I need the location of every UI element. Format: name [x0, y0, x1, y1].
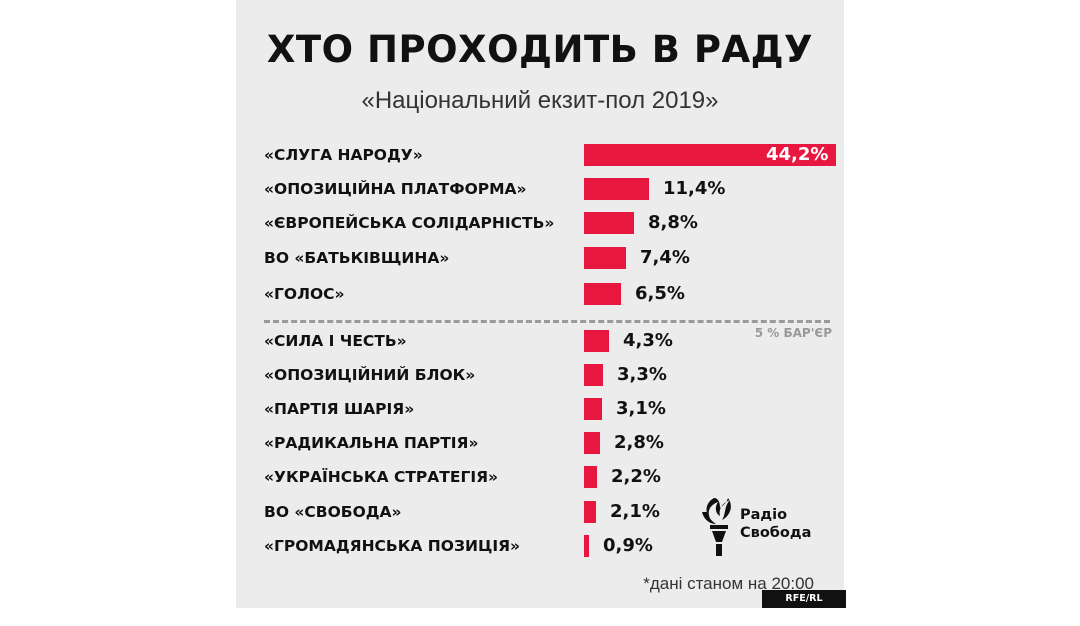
- value-label: 2,2%: [611, 466, 661, 487]
- value-label: 2,1%: [610, 501, 660, 522]
- value-label: 4,3%: [623, 330, 673, 351]
- chart-subtitle: «Національний екзит-пол 2019»: [361, 87, 719, 114]
- category-label: «УКРАЇНСЬКА СТРАТЕГІЯ»: [264, 468, 499, 486]
- infographic-panel: ХТО ПРОХОДИТЬ В РАДУ «Національний екзит…: [236, 0, 844, 608]
- category-label: «ОПОЗИЦІЙНА ПЛАТФОРМА»: [264, 180, 527, 198]
- bar: [584, 330, 609, 352]
- credit-badge: RFE/RL Graphics: [762, 590, 846, 622]
- bar: [584, 247, 626, 269]
- radio-svoboda-logo: Радіо Свобода: [696, 492, 816, 562]
- value-label: 7,4%: [640, 247, 690, 268]
- bar: [584, 535, 589, 557]
- threshold-label: 5 % БАР'ЄР: [754, 326, 832, 340]
- logo-line-1: Радіо: [740, 507, 788, 523]
- value-label: 3,3%: [617, 364, 667, 385]
- chart-title: ХТО ПРОХОДИТЬ В РАДУ: [266, 28, 814, 71]
- bar: [584, 398, 602, 420]
- value-label: 8,8%: [648, 212, 698, 233]
- value-label: 6,5%: [635, 283, 685, 304]
- bar: [584, 432, 600, 454]
- bar: [584, 466, 597, 488]
- footnote: *дані станом на 20:00: [643, 574, 814, 593]
- value-label: 0,9%: [603, 535, 653, 556]
- category-label: «СЛУГА НАРОДУ»: [264, 146, 423, 164]
- bar: [584, 283, 621, 305]
- bar: [584, 364, 603, 386]
- logo-text: Радіо Свобода: [740, 506, 811, 542]
- value-label: 2,8%: [614, 432, 664, 453]
- logo-line-2: Свобода: [740, 525, 812, 541]
- category-label: «СИЛА І ЧЕСТЬ»: [264, 332, 407, 350]
- bar: [584, 212, 634, 234]
- value-label: 11,4%: [663, 178, 726, 199]
- category-label: «ЄВРОПЕЙСЬКА СОЛІДАРНІСТЬ»: [264, 214, 555, 232]
- category-label: ВО «БАТЬКІВЩИНА»: [264, 249, 450, 267]
- category-label: «ГРОМАДЯНСЬКА ПОЗИЦІЯ»: [264, 537, 521, 555]
- bar: [584, 178, 649, 200]
- torch-icon: [702, 498, 731, 556]
- bar: [584, 501, 596, 523]
- category-label: «РАДИКАЛЬНА ПАРТІЯ»: [264, 434, 479, 452]
- category-label: «ГОЛОС»: [264, 285, 345, 303]
- category-label: «ОПОЗИЦІЙНИЙ БЛОК»: [264, 366, 476, 384]
- value-label: 44,2%: [766, 144, 829, 165]
- category-label: «ПАРТІЯ ШАРІЯ»: [264, 400, 415, 418]
- category-label: ВО «СВОБОДА»: [264, 503, 402, 521]
- value-label: 3,1%: [616, 398, 666, 419]
- bar: [584, 144, 836, 166]
- threshold-line: [264, 320, 830, 323]
